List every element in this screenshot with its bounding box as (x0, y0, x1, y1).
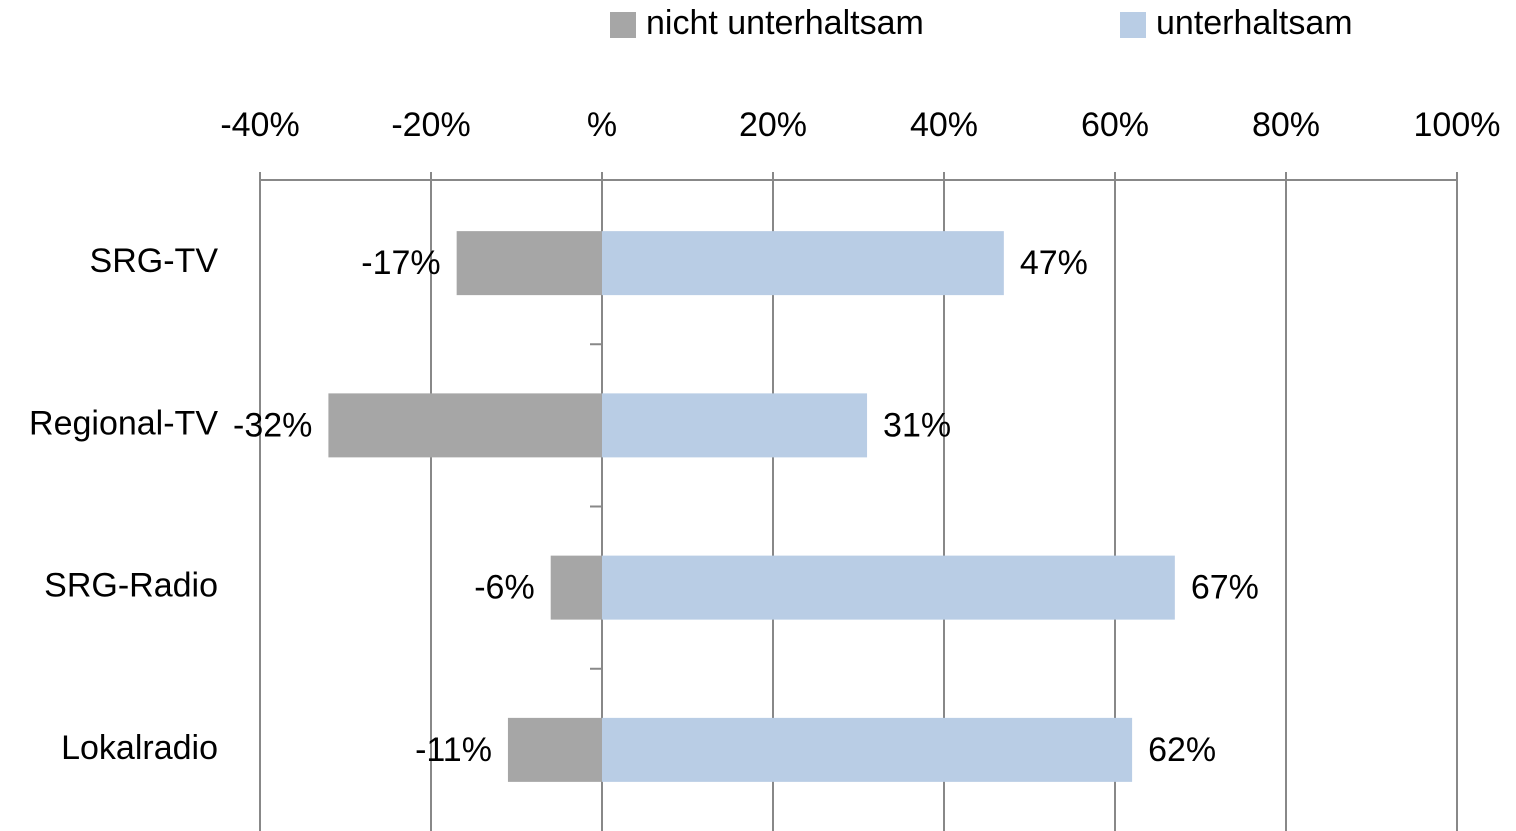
data-label: -11% (415, 731, 492, 769)
x-tick-label: 20% (739, 106, 807, 144)
category-label: SRG-Radio (44, 567, 218, 605)
bar (507, 717, 602, 782)
bar (602, 555, 1175, 620)
category-label: Lokalradio (61, 729, 218, 767)
category-label: SRG-TV (90, 242, 219, 280)
bar (602, 393, 868, 458)
legend-swatch (610, 12, 636, 38)
data-label: -32% (233, 406, 312, 444)
bar (550, 555, 602, 620)
bar (602, 231, 1004, 296)
data-label: -17% (361, 244, 440, 282)
data-label: -6% (474, 569, 534, 607)
data-label: 67% (1191, 569, 1259, 607)
x-tick-label: -40% (220, 106, 299, 144)
x-tick-label: 60% (1081, 106, 1149, 144)
legend-label: unterhaltsam (1156, 4, 1353, 42)
data-label: 62% (1148, 731, 1216, 769)
bar (602, 717, 1133, 782)
bar (456, 231, 602, 296)
x-tick-label: 40% (910, 106, 978, 144)
legend-label: nicht unterhaltsam (646, 4, 924, 42)
category-label: Regional-TV (29, 404, 218, 442)
data-label: 47% (1020, 244, 1088, 282)
bar (328, 393, 602, 458)
x-tick-label: 80% (1252, 106, 1320, 144)
legend-swatch (1120, 12, 1146, 38)
x-tick-label: -20% (391, 106, 470, 144)
x-tick-label: % (587, 106, 617, 144)
data-label: 31% (883, 406, 951, 444)
x-tick-label: 100% (1414, 106, 1501, 144)
